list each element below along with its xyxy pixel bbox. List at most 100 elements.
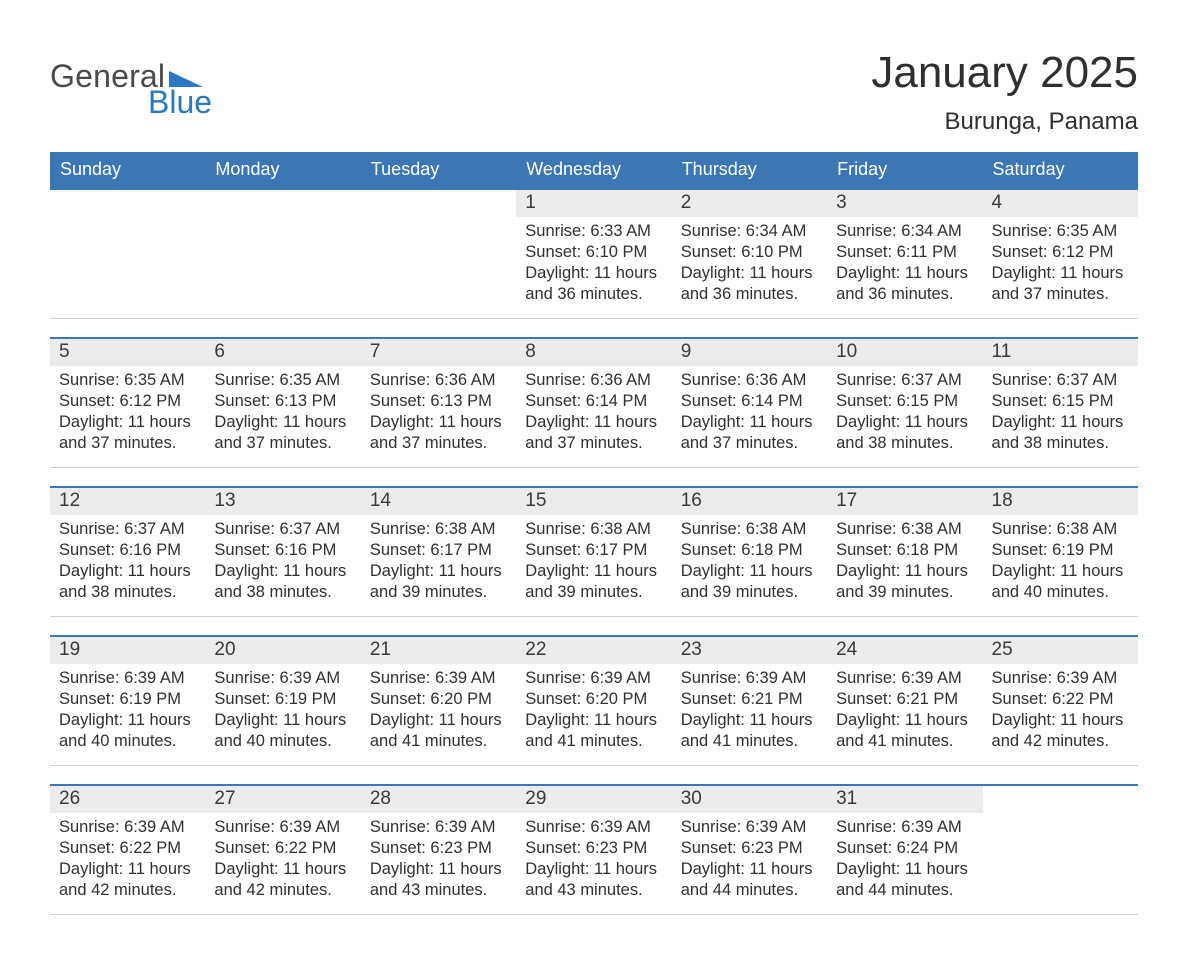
day-number: 4 [983,190,1138,217]
sunset-line: Sunset: 6:14 PM [681,391,818,412]
daylight-line-2: and 41 minutes. [836,731,973,752]
daylight-line-2: and 36 minutes. [836,284,973,305]
sunrise-line: Sunrise: 6:39 AM [214,817,351,838]
day-number: 2 [672,190,827,217]
calendar-cell: 27Sunrise: 6:39 AMSunset: 6:22 PMDayligh… [205,786,360,914]
daylight-line-1: Daylight: 11 hours [992,263,1129,284]
calendar-cell: 1Sunrise: 6:33 AMSunset: 6:10 PMDaylight… [516,190,671,318]
brand-logo: General Blue [50,48,212,118]
calendar-cell-empty [50,190,205,318]
daylight-line-2: and 36 minutes. [681,284,818,305]
weekday-header: Thursday [672,152,827,188]
day-number: 17 [827,488,982,515]
day-details: Sunrise: 6:39 AMSunset: 6:21 PMDaylight:… [672,664,827,752]
day-number: 30 [672,786,827,813]
daylight-line-1: Daylight: 11 hours [681,412,818,433]
day-details: Sunrise: 6:39 AMSunset: 6:24 PMDaylight:… [827,813,982,901]
day-number: 11 [983,339,1138,366]
day-number: 10 [827,339,982,366]
sunrise-line: Sunrise: 6:37 AM [992,370,1129,391]
sunrise-line: Sunrise: 6:39 AM [681,668,818,689]
day-number: 16 [672,488,827,515]
daylight-line-1: Daylight: 11 hours [681,561,818,582]
daylight-line-1: Daylight: 11 hours [681,710,818,731]
calendar-cell: 4Sunrise: 6:35 AMSunset: 6:12 PMDaylight… [983,190,1138,318]
day-details: Sunrise: 6:33 AMSunset: 6:10 PMDaylight:… [516,217,671,305]
daylight-line-1: Daylight: 11 hours [525,412,662,433]
sunrise-line: Sunrise: 6:38 AM [525,519,662,540]
daylight-line-1: Daylight: 11 hours [59,412,196,433]
sunrise-line: Sunrise: 6:39 AM [836,817,973,838]
daylight-line-1: Daylight: 11 hours [992,412,1129,433]
day-number: 13 [205,488,360,515]
sunrise-line: Sunrise: 6:39 AM [681,817,818,838]
sunset-line: Sunset: 6:17 PM [370,540,507,561]
sunset-line: Sunset: 6:15 PM [836,391,973,412]
weekday-header: Friday [827,152,982,188]
sunset-line: Sunset: 6:14 PM [525,391,662,412]
day-details: Sunrise: 6:35 AMSunset: 6:12 PMDaylight:… [983,217,1138,305]
calendar-cell: 11Sunrise: 6:37 AMSunset: 6:15 PMDayligh… [983,339,1138,467]
calendar-cell: 12Sunrise: 6:37 AMSunset: 6:16 PMDayligh… [50,488,205,616]
daylight-line-2: and 37 minutes. [681,433,818,454]
sunset-line: Sunset: 6:12 PM [992,242,1129,263]
week-row: 26Sunrise: 6:39 AMSunset: 6:22 PMDayligh… [50,784,1138,915]
calendar-grid: SundayMondayTuesdayWednesdayThursdayFrid… [50,152,1138,915]
day-details: Sunrise: 6:39 AMSunset: 6:22 PMDaylight:… [205,813,360,901]
day-details: Sunrise: 6:34 AMSunset: 6:11 PMDaylight:… [827,217,982,305]
day-number: 21 [361,637,516,664]
calendar-cell: 16Sunrise: 6:38 AMSunset: 6:18 PMDayligh… [672,488,827,616]
calendar-cell: 21Sunrise: 6:39 AMSunset: 6:20 PMDayligh… [361,637,516,765]
daylight-line-1: Daylight: 11 hours [370,859,507,880]
daylight-line-1: Daylight: 11 hours [525,710,662,731]
daylight-line-2: and 39 minutes. [836,582,973,603]
day-details: Sunrise: 6:39 AMSunset: 6:20 PMDaylight:… [516,664,671,752]
calendar-cell: 15Sunrise: 6:38 AMSunset: 6:17 PMDayligh… [516,488,671,616]
day-details: Sunrise: 6:37 AMSunset: 6:15 PMDaylight:… [827,366,982,454]
sunrise-line: Sunrise: 6:39 AM [836,668,973,689]
sunset-line: Sunset: 6:18 PM [836,540,973,561]
daylight-line-2: and 40 minutes. [992,582,1129,603]
day-details: Sunrise: 6:39 AMSunset: 6:21 PMDaylight:… [827,664,982,752]
calendar-cell: 30Sunrise: 6:39 AMSunset: 6:23 PMDayligh… [672,786,827,914]
day-details: Sunrise: 6:39 AMSunset: 6:20 PMDaylight:… [361,664,516,752]
sunset-line: Sunset: 6:12 PM [59,391,196,412]
sunrise-line: Sunrise: 6:36 AM [370,370,507,391]
day-number: 14 [361,488,516,515]
day-number: 15 [516,488,671,515]
sunset-line: Sunset: 6:10 PM [525,242,662,263]
sunset-line: Sunset: 6:18 PM [681,540,818,561]
daylight-line-1: Daylight: 11 hours [681,859,818,880]
day-number: 9 [672,339,827,366]
day-number: 19 [50,637,205,664]
calendar-cell-empty [983,786,1138,914]
day-details: Sunrise: 6:39 AMSunset: 6:22 PMDaylight:… [983,664,1138,752]
daylight-line-1: Daylight: 11 hours [992,710,1129,731]
calendar-cell-empty [361,190,516,318]
day-details: Sunrise: 6:35 AMSunset: 6:12 PMDaylight:… [50,366,205,454]
day-details: Sunrise: 6:38 AMSunset: 6:18 PMDaylight:… [827,515,982,603]
daylight-line-1: Daylight: 11 hours [370,710,507,731]
week-row: 1Sunrise: 6:33 AMSunset: 6:10 PMDaylight… [50,188,1138,319]
sunrise-line: Sunrise: 6:35 AM [992,221,1129,242]
sunset-line: Sunset: 6:10 PM [681,242,818,263]
calendar-cell: 17Sunrise: 6:38 AMSunset: 6:18 PMDayligh… [827,488,982,616]
day-number: 25 [983,637,1138,664]
weekday-header-row: SundayMondayTuesdayWednesdayThursdayFrid… [50,152,1138,188]
day-details: Sunrise: 6:37 AMSunset: 6:16 PMDaylight:… [205,515,360,603]
sunset-line: Sunset: 6:21 PM [681,689,818,710]
month-title: January 2025 [871,48,1138,98]
sunset-line: Sunset: 6:19 PM [214,689,351,710]
day-number: 7 [361,339,516,366]
sunrise-line: Sunrise: 6:36 AM [681,370,818,391]
calendar-cell: 5Sunrise: 6:35 AMSunset: 6:12 PMDaylight… [50,339,205,467]
day-number: 18 [983,488,1138,515]
daylight-line-1: Daylight: 11 hours [992,561,1129,582]
sunrise-line: Sunrise: 6:38 AM [370,519,507,540]
calendar-cell: 14Sunrise: 6:38 AMSunset: 6:17 PMDayligh… [361,488,516,616]
week-row: 12Sunrise: 6:37 AMSunset: 6:16 PMDayligh… [50,486,1138,617]
sunrise-line: Sunrise: 6:39 AM [370,668,507,689]
day-number: 5 [50,339,205,366]
daylight-line-2: and 43 minutes. [525,880,662,901]
daylight-line-1: Daylight: 11 hours [214,859,351,880]
